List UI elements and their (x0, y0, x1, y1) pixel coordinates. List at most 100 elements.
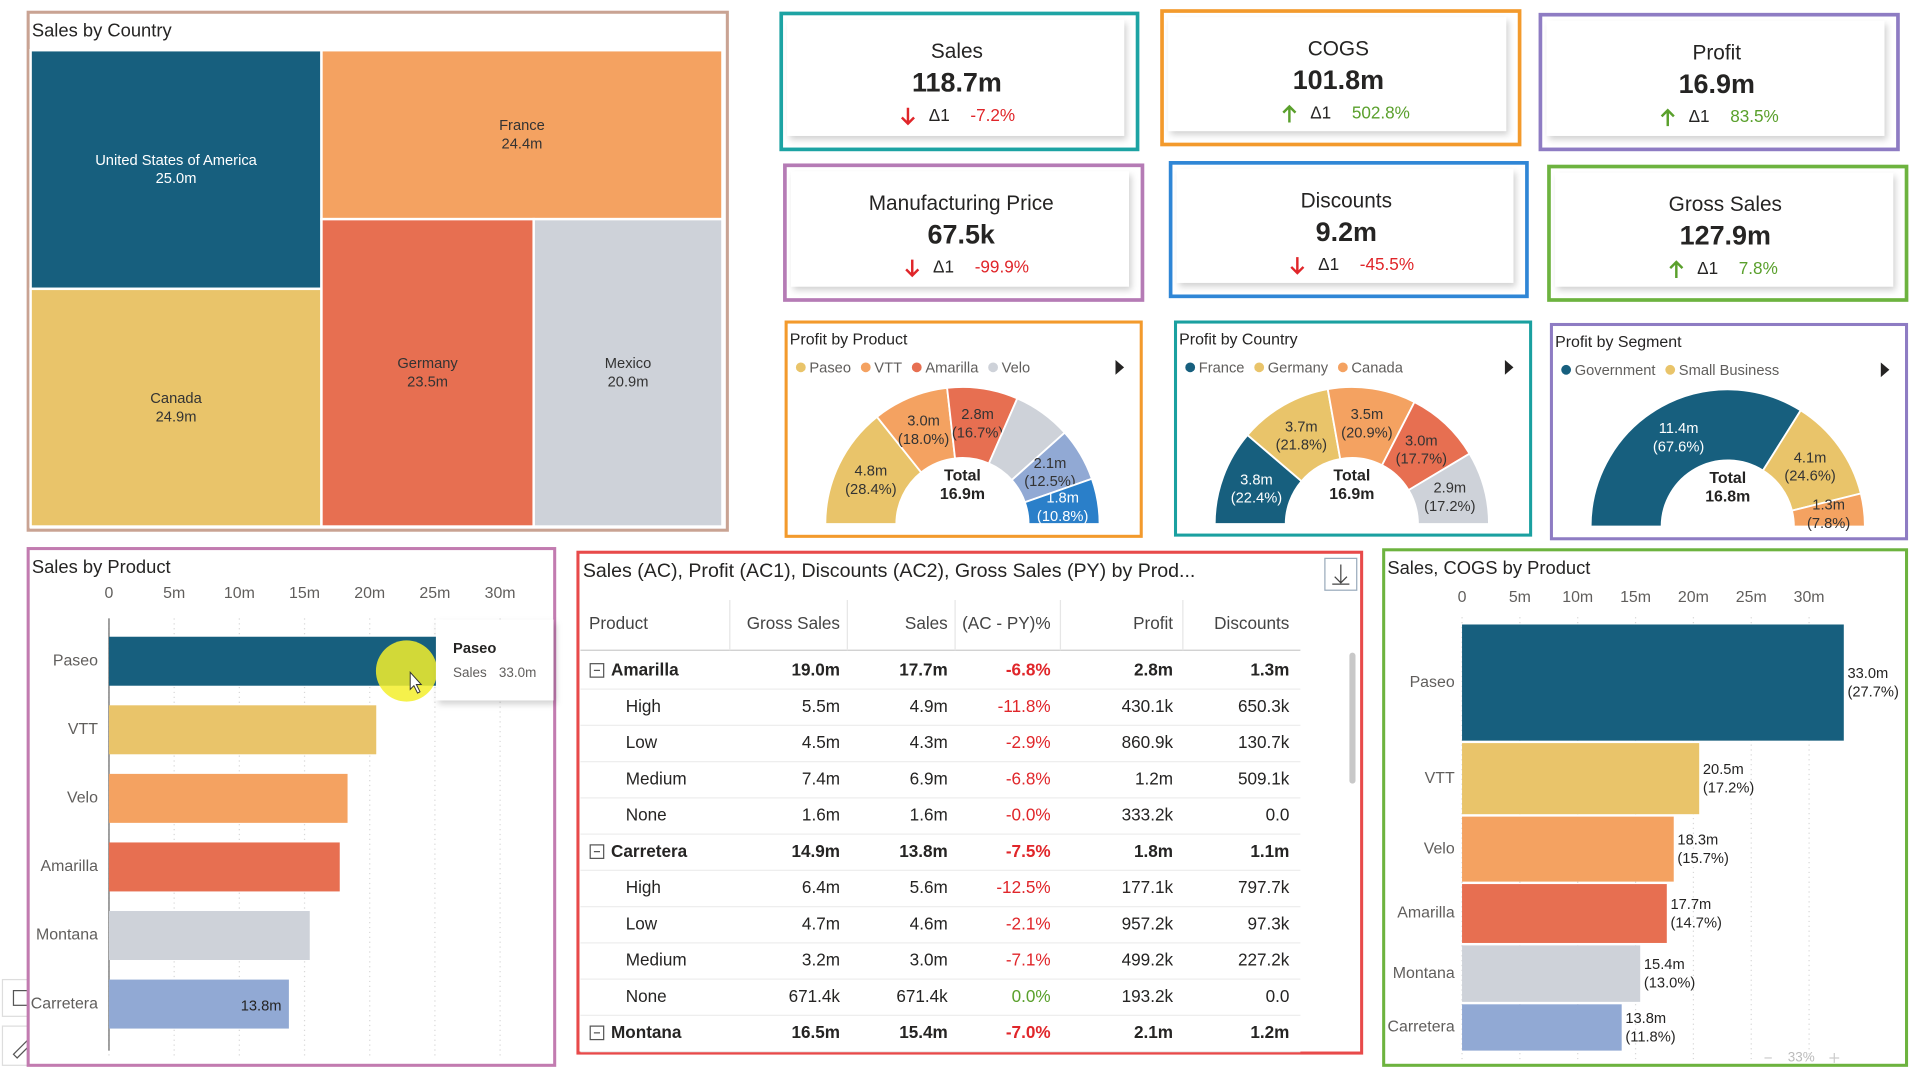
x-tick-label: 0 (105, 585, 114, 602)
legend-label: Amarilla (925, 360, 979, 376)
cell: 671.4k (789, 986, 841, 1006)
slice-percent: (7.8%) (1807, 516, 1850, 532)
bar (1462, 624, 1844, 741)
slice-value: 1.8m (1046, 490, 1079, 506)
trend-arrow (1290, 257, 1305, 275)
tooltip-value: 33.0m (499, 665, 536, 680)
slice-percent: (10.8%) (1037, 509, 1088, 525)
kpi-change: -99.9% (975, 257, 1029, 277)
cell: None (626, 805, 667, 825)
drill-icon (1332, 564, 1350, 585)
cell: 6.4m (802, 877, 840, 897)
bar (108, 773, 348, 823)
cell: 17.7m (899, 660, 948, 680)
x-tick-label: 10m (1562, 589, 1593, 606)
y-tick-label: Paseo (1410, 674, 1455, 691)
tooltip-label: Sales (453, 665, 487, 680)
legend-label: Paseo (809, 360, 851, 376)
legend-label: Velo (1002, 360, 1031, 376)
slice-percent: (17.7%) (1396, 452, 1447, 468)
cell: 4.3m (910, 732, 948, 752)
cell: Low (626, 913, 658, 933)
treemap-cell (532, 217, 724, 528)
cell: 3.0m (910, 950, 948, 970)
treemap-cell (29, 287, 323, 528)
cell: Montana (611, 1022, 682, 1042)
legend-label: VTT (874, 360, 902, 376)
x-tick-label: 5m (1509, 589, 1531, 606)
bar (108, 979, 289, 1029)
kpi-change: 502.8% (1352, 102, 1410, 122)
y-tick-label: Paseo (53, 652, 98, 669)
chart-title: Sales by Country (32, 20, 173, 41)
cell: 1.2m (1250, 1022, 1289, 1042)
cell: 4.6m (910, 913, 948, 933)
data-percent: (27.7%) (1847, 684, 1898, 700)
x-tick-label: 30m (1794, 589, 1825, 606)
cell: 19.0m (791, 660, 840, 680)
column-header: Gross Sales (747, 613, 840, 633)
slice-label: 3.8m (22.4%) (1231, 472, 1282, 506)
data-value: 33.0m (1847, 666, 1888, 682)
data-value: 17.7m (1670, 897, 1711, 913)
cell: 193.2k (1122, 986, 1174, 1006)
slice-percent: (17.2%) (1424, 499, 1475, 515)
cell: 6.9m (910, 768, 948, 788)
legend-swatch (1665, 364, 1676, 375)
slice-percent: (22.4%) (1231, 491, 1282, 507)
legend-swatch (1337, 362, 1348, 373)
cell: 650.3k (1238, 696, 1290, 716)
cell: 16.5m (791, 1022, 840, 1042)
data-label: 33.0m (27.7%) (1847, 666, 1898, 700)
cell-label: France (499, 118, 545, 134)
cell: -7.5% (1006, 841, 1051, 861)
trend-arrow (900, 107, 915, 126)
legend-swatch (795, 362, 806, 373)
cell: 5.5m (802, 696, 840, 716)
data-label: 17.7m (14.7%) (1670, 897, 1721, 931)
cell: 1.3m (1250, 660, 1289, 680)
delta-label: Δ1 (933, 257, 954, 277)
cell: 509.1k (1238, 768, 1290, 788)
cell-value: 23.5m (407, 375, 448, 391)
trend-arrow (905, 259, 920, 278)
cell: -2.9% (1006, 732, 1051, 752)
cell: 4.5m (802, 732, 840, 752)
slice-value: 3.8m (1240, 472, 1273, 488)
data-label: 15.4m (13.0%) (1644, 957, 1695, 991)
slice-value: 3.5m (1351, 407, 1384, 423)
data-percent: (17.2%) (1703, 780, 1754, 796)
legend-swatch (860, 362, 871, 373)
chart-title: Profit by Segment (1555, 334, 1682, 351)
total-label: 16.9m (1329, 486, 1374, 503)
cell: -11.8% (998, 696, 1051, 716)
zoom-plus (1829, 1053, 1840, 1063)
kpi-title: Profit (1692, 41, 1741, 64)
donut-slice (1589, 388, 1802, 528)
cell: 13.8m (899, 841, 948, 861)
cell: 1.1m (1250, 841, 1289, 861)
data-label: 13.8m (11.8%) (1625, 1011, 1675, 1045)
slice-percent: (12.5%) (1024, 474, 1075, 490)
kpi-value: 67.5k (928, 219, 995, 249)
kpi-value: 127.9m (1680, 221, 1771, 251)
delta-label: Δ1 (929, 105, 950, 125)
cell: -7.1% (1006, 950, 1051, 970)
cell: 2.1m (1134, 1022, 1173, 1042)
bar (1462, 884, 1667, 943)
legend-swatch (1561, 364, 1572, 375)
cell: 0.0% (1012, 986, 1051, 1006)
center-label: Total (1333, 468, 1370, 485)
slice-value: 2.8m (961, 407, 994, 423)
slice-percent: (16.7%) (952, 425, 1003, 441)
cell: -12.5% (996, 877, 1050, 897)
delta-label: Δ1 (1697, 258, 1718, 278)
kpi-card (1555, 172, 1894, 287)
kpi-title: Manufacturing Price (869, 192, 1054, 215)
data-value: 15.4m (1644, 957, 1685, 973)
donut-slice (1407, 452, 1490, 526)
kpi-value: 9.2m (1316, 217, 1377, 247)
total-label: 16.8m (1705, 488, 1750, 505)
slice-percent: (67.6%) (1653, 439, 1704, 455)
donut-slice (1023, 477, 1101, 526)
